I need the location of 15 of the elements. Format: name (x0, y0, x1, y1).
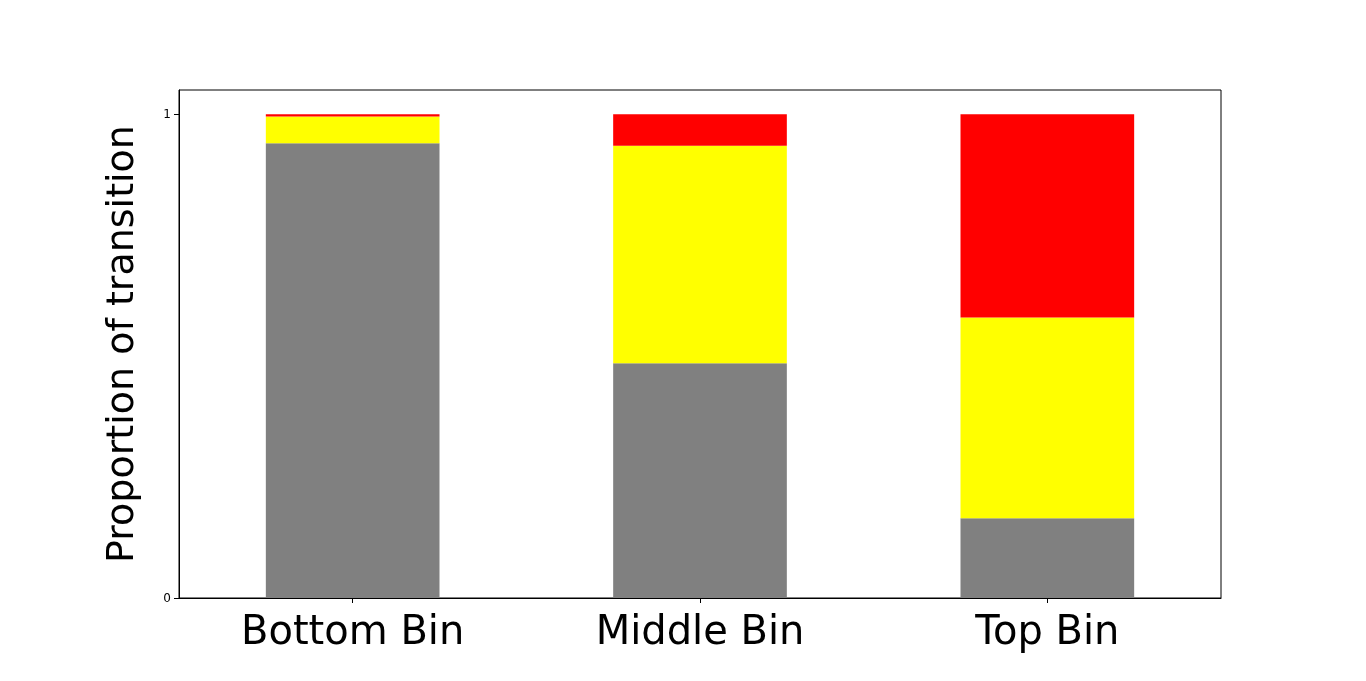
bar (265, 143, 440, 598)
bar (960, 317, 1135, 519)
y-tick-label: 1 (163, 107, 171, 122)
y-axis-title: Proportion of transition (98, 125, 142, 563)
bar (960, 518, 1135, 598)
x-tick-label: Bottom Bin (240, 607, 465, 653)
bar (265, 116, 440, 144)
bar (960, 114, 1135, 318)
bar (613, 145, 787, 364)
x-tick-label: Top Bin (974, 607, 1120, 653)
bar (265, 114, 440, 117)
bar (613, 363, 787, 598)
x-tick-label: Middle Bin (595, 607, 805, 653)
bar (613, 114, 787, 146)
y-tick-label: 0 (163, 591, 171, 605)
